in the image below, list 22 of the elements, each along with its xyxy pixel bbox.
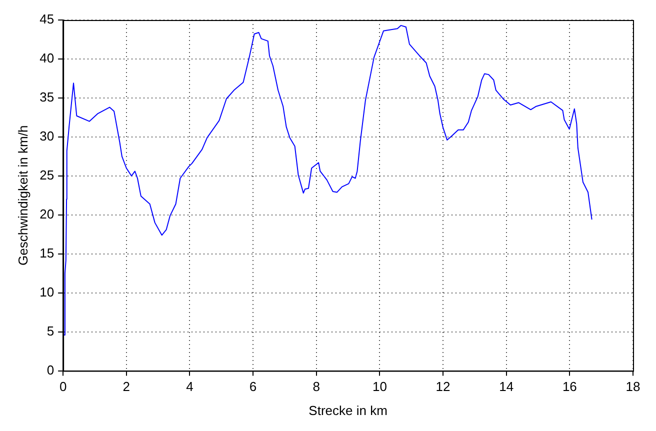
y-tick-label: 25 <box>40 167 54 182</box>
x-tick-label: 18 <box>626 379 640 394</box>
y-tick-label: 30 <box>40 128 54 144</box>
x-tick-label: 16 <box>562 379 577 394</box>
x-tick-label: 10 <box>372 379 387 394</box>
x-axis-title: Strecke in km <box>308 402 388 418</box>
y-tick-label: 40 <box>40 50 54 66</box>
x-tick-label: 12 <box>436 379 450 394</box>
y-tick-label: 20 <box>40 206 54 222</box>
x-tick-label: 4 <box>186 379 194 394</box>
x-tick-label: 8 <box>312 379 320 394</box>
x-tick-label: 14 <box>499 379 514 394</box>
x-tick-label: 2 <box>122 379 130 394</box>
y-tick-label: 5 <box>46 323 54 338</box>
y-axis-title: Geschwindigkeit in km/h <box>15 125 30 266</box>
x-tick-label: 6 <box>249 379 257 394</box>
y-tick-label: 45 <box>40 12 54 27</box>
y-tick-label: 0 <box>46 362 54 378</box>
x-tick-label: 0 <box>59 379 67 394</box>
y-tick-label: 15 <box>40 245 54 260</box>
y-tick-label: 10 <box>40 284 54 300</box>
y-tick-label: 35 <box>40 90 54 105</box>
